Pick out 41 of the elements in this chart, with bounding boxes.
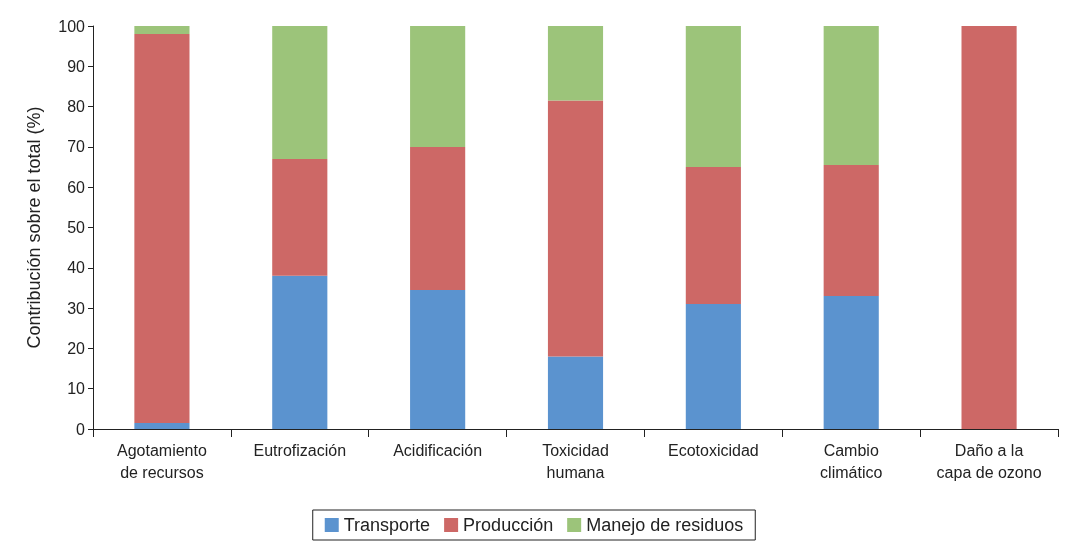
bar	[272, 26, 328, 159]
y-tick-label: 0	[76, 420, 86, 438]
bar	[685, 167, 741, 305]
x-tick-label: Cambio climático	[820, 441, 883, 481]
bar	[272, 158, 328, 276]
bar	[410, 146, 466, 290]
legend-label: Transporte	[343, 515, 431, 535]
bar	[272, 275, 328, 429]
bar	[410, 26, 466, 147]
y-tick-label: 100	[58, 17, 86, 35]
x-tick-label: Ecotoxicidad	[668, 441, 759, 459]
bar	[134, 26, 190, 35]
x-tick-label: Acidificación	[393, 441, 483, 459]
y-tick-label: 70	[67, 138, 86, 156]
y-tick-label: 90	[67, 57, 86, 75]
bar	[134, 34, 190, 423]
x-tick-label: Daño a la capa de ozono	[936, 441, 1042, 481]
y-tick-label: 60	[67, 178, 86, 196]
bar	[823, 165, 879, 297]
y-tick-label: 30	[67, 299, 86, 317]
y-tick-label: 20	[67, 339, 86, 357]
y-tick-label: 40	[67, 259, 86, 277]
bar	[410, 289, 466, 429]
bar	[685, 26, 741, 168]
bar	[547, 356, 604, 429]
bar	[823, 296, 879, 429]
bar	[547, 26, 604, 101]
x-tick-label: Agotamiento de recursos	[117, 441, 207, 481]
bar	[685, 304, 741, 429]
y-tick-label: 10	[67, 380, 86, 398]
x-tick-label: Eutrofización	[253, 441, 347, 459]
bar	[961, 26, 1017, 429]
legend-label: Manejo de residuos	[586, 515, 744, 535]
y-tick-label: 80	[67, 98, 86, 116]
x-tick-label: Toxicidad humana	[542, 441, 609, 481]
bar	[823, 26, 879, 166]
y-axis-title: Contribución sobre el total (%)	[24, 106, 44, 349]
y-tick-label: 50	[67, 219, 86, 236]
bar	[134, 422, 190, 429]
legend-label: Producción	[463, 515, 554, 535]
bar	[547, 100, 604, 357]
